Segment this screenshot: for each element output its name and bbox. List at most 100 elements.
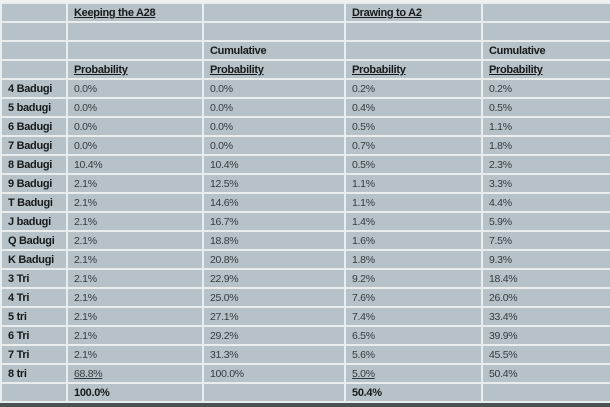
drawing-probability-cell: 1.1% bbox=[344, 192, 483, 213]
row-label: 6 Badugi bbox=[0, 116, 68, 137]
empty-cell bbox=[66, 21, 204, 42]
keeping-probability-cell: 2.1% bbox=[66, 325, 204, 346]
drawing-probability-cell: 1.1% bbox=[344, 173, 483, 194]
corner-cell bbox=[0, 2, 68, 23]
empty-cell bbox=[481, 2, 610, 23]
keeping-probability-cell: 2.1% bbox=[66, 211, 204, 232]
keeping-cumulative-probability-header: Probability bbox=[202, 59, 346, 80]
section-title-row: Keeping the A28 Drawing to A2 bbox=[0, 2, 610, 23]
row-label: Q Badugi bbox=[0, 230, 68, 251]
drawing-probability-cell: 9.2% bbox=[344, 268, 483, 289]
table-row: T Badugi 2.1% 14.6% 1.1% 4.4% bbox=[0, 192, 610, 213]
drawing-probability-cell: 0.7% bbox=[344, 135, 483, 156]
keeping-probability-cell: 2.1% bbox=[66, 230, 204, 251]
drawing-probability-cell: 7.4% bbox=[344, 306, 483, 327]
keeping-cumulative-cell: 12.5% bbox=[202, 173, 346, 194]
row-label: 7 Tri bbox=[0, 344, 68, 365]
row-label: J badugi bbox=[0, 211, 68, 232]
keeping-cumulative-cell: 100.0% bbox=[202, 363, 346, 384]
table-row: K Badugi 2.1% 20.8% 1.8% 9.3% bbox=[0, 249, 610, 270]
drawing-cumulative-probability-header: Probability bbox=[481, 59, 610, 80]
drawing-probability-cell: 0.4% bbox=[344, 97, 483, 118]
table-row: 7 Badugi 0.0% 0.0% 0.7% 1.8% bbox=[0, 135, 610, 156]
drawing-cumulative-cell: 7.5% bbox=[481, 230, 610, 251]
keeping-cumulative-cell: 0.0% bbox=[202, 135, 346, 156]
drawing-cumulative-cell: 2.3% bbox=[481, 154, 610, 175]
probability-header-row: Probability Probability Probability Prob… bbox=[0, 59, 610, 80]
empty-cell bbox=[481, 382, 610, 403]
table-row: 6 Badugi 0.0% 0.0% 0.5% 1.1% bbox=[0, 116, 610, 137]
row-label: K Badugi bbox=[0, 249, 68, 270]
keeping-probability-header: Probability bbox=[66, 59, 204, 80]
table-body: 4 Badugi 0.0% 0.0% 0.2% 0.2% 5 badugi 0.0% 0.0%… bbox=[0, 78, 610, 384]
drawing-cumulative-cell: 26.0% bbox=[481, 287, 610, 308]
row-label: 5 tri bbox=[0, 306, 68, 327]
keeping-probability-cell: 68.8% bbox=[66, 363, 204, 384]
drawing-probability-cell: 0.5% bbox=[344, 154, 483, 175]
keeping-cumulative-cell: 18.8% bbox=[202, 230, 346, 251]
row-label: 5 badugi bbox=[0, 97, 68, 118]
drawing-probability-cell: 6.5% bbox=[344, 325, 483, 346]
row-label: 9 Badugi bbox=[0, 173, 68, 194]
empty-cell bbox=[481, 21, 610, 42]
drawing-cumulative-header: Cumulative bbox=[481, 40, 610, 61]
totals-row: 100.0% 50.4% bbox=[0, 382, 610, 403]
drawing-probability-cell: 1.4% bbox=[344, 211, 483, 232]
drawing-probability-cell: 5.6% bbox=[344, 344, 483, 365]
table-row: 7 Tri 2.1% 31.3% 5.6% 45.5% bbox=[0, 344, 610, 365]
row-label: 8 tri bbox=[0, 363, 68, 384]
empty-cell bbox=[202, 21, 346, 42]
cumulative-header-row: Cumulative Cumulative bbox=[0, 40, 610, 61]
drawing-probability-total: 50.4% bbox=[344, 382, 483, 403]
row-label: 4 Badugi bbox=[0, 78, 68, 99]
keeping-cumulative-cell: 22.9% bbox=[202, 268, 346, 289]
drawing-cumulative-cell: 39.9% bbox=[481, 325, 610, 346]
drawing-cumulative-cell: 45.5% bbox=[481, 344, 610, 365]
keeping-probability-cell: 2.1% bbox=[66, 287, 204, 308]
keeping-probability-cell: 2.1% bbox=[66, 344, 204, 365]
drawing-cumulative-cell: 5.9% bbox=[481, 211, 610, 232]
table-row: 4 Tri 2.1% 25.0% 7.6% 26.0% bbox=[0, 287, 610, 308]
drawing-cumulative-cell: 50.4% bbox=[481, 363, 610, 384]
empty-cell bbox=[0, 21, 68, 42]
keeping-probability-cell: 0.0% bbox=[66, 116, 204, 137]
table-row: 8 Badugi 10.4% 10.4% 0.5% 2.3% bbox=[0, 154, 610, 175]
row-label: 3 Tri bbox=[0, 268, 68, 289]
keeping-probability-cell: 2.1% bbox=[66, 249, 204, 270]
row-label: 8 Badugi bbox=[0, 154, 68, 175]
keeping-cumulative-cell: 31.3% bbox=[202, 344, 346, 365]
row-label: 7 Badugi bbox=[0, 135, 68, 156]
table-row: 6 Tri 2.1% 29.2% 6.5% 39.9% bbox=[0, 325, 610, 346]
keeping-cumulative-header: Cumulative bbox=[202, 40, 346, 61]
keeping-probability-cell: 2.1% bbox=[66, 268, 204, 289]
keeping-cumulative-cell: 25.0% bbox=[202, 287, 346, 308]
section-title-drawing: Drawing to A2 bbox=[344, 2, 483, 23]
table-row: 8 tri 68.8% 100.0% 5.0% 50.4% bbox=[0, 363, 610, 384]
empty-cell bbox=[66, 40, 204, 61]
drawing-probability-header: Probability bbox=[344, 59, 483, 80]
drawing-probability-cell: 0.2% bbox=[344, 78, 483, 99]
drawing-probability-cell: 1.6% bbox=[344, 230, 483, 251]
drawing-probability-cell: 7.6% bbox=[344, 287, 483, 308]
empty-cell bbox=[0, 40, 68, 61]
row-label: T Badugi bbox=[0, 192, 68, 213]
empty-cell bbox=[202, 382, 346, 403]
table-row: 3 Tri 2.1% 22.9% 9.2% 18.4% bbox=[0, 268, 610, 289]
empty-cell bbox=[344, 40, 483, 61]
keeping-cumulative-cell: 0.0% bbox=[202, 78, 346, 99]
drawing-cumulative-cell: 9.3% bbox=[481, 249, 610, 270]
drawing-cumulative-cell: 33.4% bbox=[481, 306, 610, 327]
table-row: J badugi 2.1% 16.7% 1.4% 5.9% bbox=[0, 211, 610, 232]
table-row: Q Badugi 2.1% 18.8% 1.6% 7.5% bbox=[0, 230, 610, 251]
keeping-probability-cell: 10.4% bbox=[66, 154, 204, 175]
keeping-probability-cell: 0.0% bbox=[66, 78, 204, 99]
table-row: 9 Badugi 2.1% 12.5% 1.1% 3.3% bbox=[0, 173, 610, 194]
keeping-cumulative-cell: 0.0% bbox=[202, 97, 346, 118]
table-row: 5 badugi 0.0% 0.0% 0.4% 0.5% bbox=[0, 97, 610, 118]
keeping-cumulative-cell: 0.0% bbox=[202, 116, 346, 137]
keeping-probability-cell: 0.0% bbox=[66, 97, 204, 118]
keeping-cumulative-cell: 14.6% bbox=[202, 192, 346, 213]
keeping-cumulative-cell: 29.2% bbox=[202, 325, 346, 346]
empty-cell bbox=[344, 21, 483, 42]
keeping-probability-cell: 0.0% bbox=[66, 135, 204, 156]
